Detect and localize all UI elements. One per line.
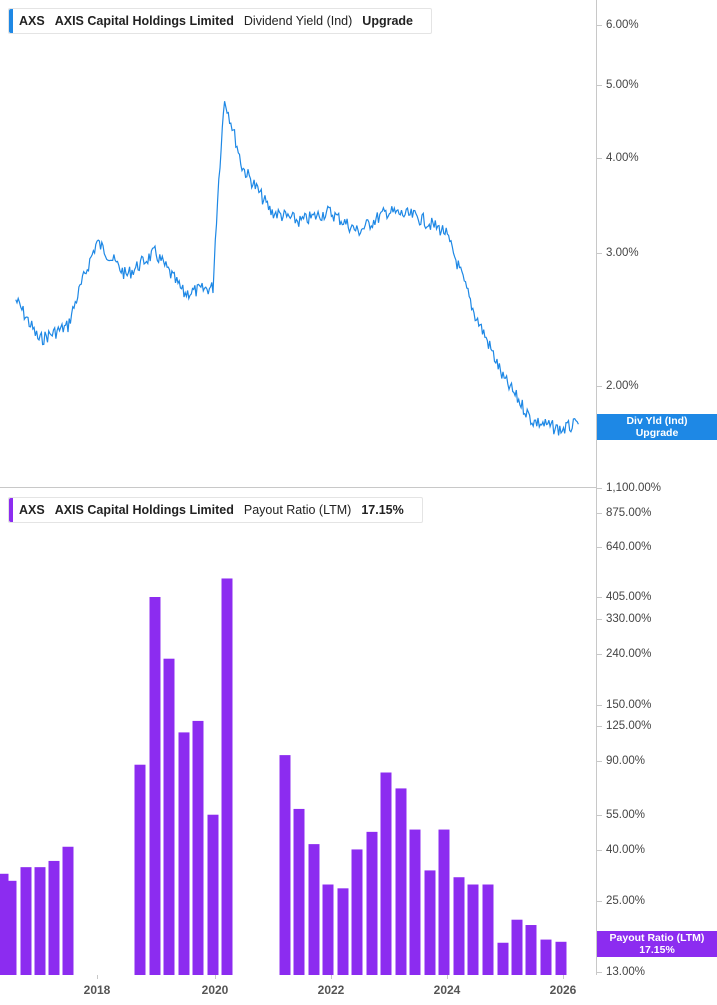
y-tick-mark [597, 850, 602, 851]
panel-divider[interactable] [0, 487, 597, 488]
y-tick-label: 25.00% [606, 895, 646, 907]
y-tick-mark [597, 25, 602, 26]
y-tick-mark [597, 513, 602, 514]
flag-value: 17.15% [639, 944, 675, 956]
legend-upgrade-link[interactable]: Upgrade [362, 14, 413, 28]
y-tick-mark [597, 85, 602, 86]
x-tick-label: 2020 [201, 983, 229, 997]
x-tick-label: 2026 [549, 983, 577, 997]
series-color-swatch [9, 9, 13, 33]
legend-company: AXIS Capital Holdings Limited [54, 14, 234, 28]
y-tick-mark [597, 815, 602, 816]
y-tick-mark [597, 619, 602, 620]
y-axis-line [596, 0, 597, 975]
y-tick-label: 640.00% [606, 541, 652, 553]
dividend-yield-panel: AXS AXIS Capital Holdings Limited Divide… [0, 0, 717, 487]
y-tick-label: 90.00% [606, 755, 646, 767]
y-tick-mark [597, 761, 602, 762]
flag-label: Div Yld (Ind) [626, 415, 688, 427]
payout-ratio-legend[interactable]: AXS AXIS Capital Holdings Limited Payout… [8, 497, 423, 523]
y-tick-mark [597, 488, 602, 489]
y-tick-label: 13.00% [606, 966, 646, 978]
x-tick-label: 2024 [433, 983, 461, 997]
x-tick-label: 2022 [317, 983, 345, 997]
y-tick-mark [597, 654, 602, 655]
y-tick-mark [597, 158, 602, 159]
y-tick-mark [597, 253, 602, 254]
y-tick-label: 5.00% [606, 79, 639, 91]
dividend-yield-line-chart [15, 101, 579, 436]
legend-company: AXIS Capital Holdings Limited [54, 503, 234, 517]
payout-ratio-price-flag: Payout Ratio (LTM) 17.15% [597, 931, 717, 957]
y-tick-label: 150.00% [606, 699, 652, 711]
y-tick-mark [597, 726, 602, 727]
y-tick-label: 2.00% [606, 380, 639, 392]
y-tick-label: 40.00% [606, 844, 646, 856]
y-tick-label: 240.00% [606, 648, 652, 660]
dividend-yield-legend[interactable]: AXS AXIS Capital Holdings Limited Divide… [8, 8, 432, 34]
legend-ticker: AXS [19, 503, 45, 517]
x-tick-mark [447, 975, 448, 979]
y-tick-label: 4.00% [606, 152, 639, 164]
flag-label: Payout Ratio (LTM) [609, 932, 705, 944]
x-tick-mark [563, 975, 564, 979]
y-tick-label: 125.00% [606, 720, 652, 732]
y-tick-label: 330.00% [606, 613, 652, 625]
legend-value: 17.15% [361, 503, 404, 517]
dividend-yield-line[interactable] [15, 101, 579, 436]
x-tick-mark [331, 975, 332, 979]
flag-value: Upgrade [635, 427, 679, 439]
legend-metric: Payout Ratio (LTM) [243, 503, 352, 517]
y-tick-mark [597, 386, 602, 387]
y-tick-label: 1,100.00% [606, 482, 661, 494]
y-tick-mark [597, 705, 602, 706]
y-tick-label: 6.00% [606, 19, 639, 31]
y-tick-label: 875.00% [606, 507, 652, 519]
legend-metric: Dividend Yield (Ind) [243, 14, 353, 28]
x-tick-mark [97, 975, 98, 979]
y-tick-label: 405.00% [606, 591, 652, 603]
x-tick-mark [215, 975, 216, 979]
y-tick-mark [597, 547, 602, 548]
y-tick-mark [597, 972, 602, 973]
y-tick-mark [597, 597, 602, 598]
y-tick-mark [597, 901, 602, 902]
payout-ratio-panel: AXS AXIS Capital Holdings Limited Payout… [0, 488, 717, 975]
legend-ticker: AXS [19, 14, 45, 28]
x-tick-label: 2018 [83, 983, 111, 997]
y-tick-label: 3.00% [606, 247, 639, 259]
dividend-yield-price-flag: Div Yld (Ind) Upgrade [597, 414, 717, 440]
series-color-swatch [9, 498, 13, 522]
y-tick-label: 55.00% [606, 809, 646, 821]
